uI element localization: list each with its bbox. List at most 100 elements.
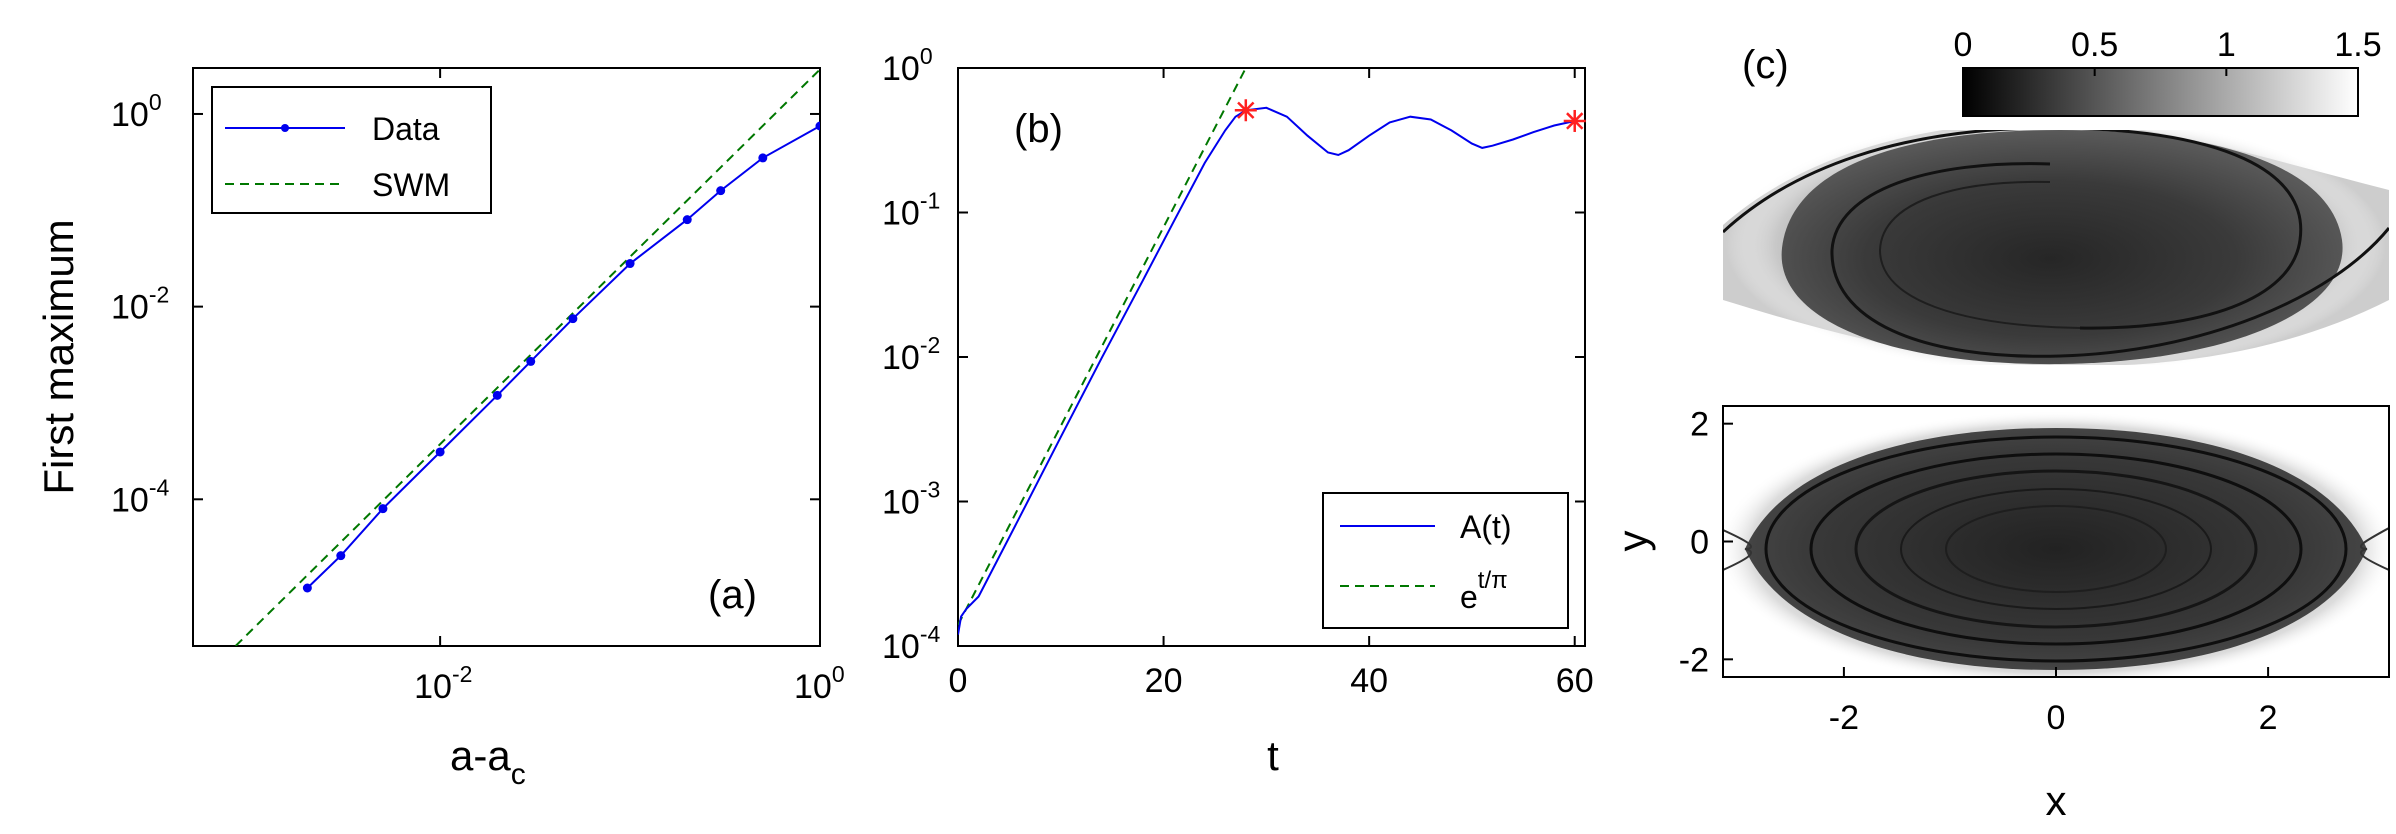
panel-b-ytick-exp: -4 xyxy=(920,621,941,647)
panel-a-data-point xyxy=(682,215,692,225)
panel-b-max-marker xyxy=(1563,109,1586,132)
panel-c-ytick-label: -2 xyxy=(1679,641,1709,679)
panel-a-data-point xyxy=(526,356,536,366)
panel-c-ytick-label: 0 xyxy=(1690,524,1709,562)
panel-c-bottom-ring-4 xyxy=(1900,488,2212,610)
panel-b-max-marker xyxy=(1234,99,1257,122)
panel-a-ytick-exp: -2 xyxy=(149,282,169,308)
panel-c: (c) 0 0.5 1 1.5 -2 0 2 2 0 -2 xyxy=(1609,26,2390,824)
panel-a-series-data-line xyxy=(306,125,820,589)
panel-c-bottom-vortex-core xyxy=(1745,428,2367,670)
panel-a-data-point xyxy=(758,153,768,163)
colorbar-tick-label: 0.5 xyxy=(2071,26,2118,64)
panel-c-bottom-ring-5 xyxy=(1945,505,2167,593)
panel-a-ytick-base: 10 xyxy=(111,481,149,519)
panel-a-legend-data-label: Data xyxy=(372,111,440,147)
panel-c-label: (c) xyxy=(1742,43,1789,87)
colorbar xyxy=(1962,67,2359,117)
panel-a-ytick-base: 10 xyxy=(111,289,149,327)
panel-b-xtick-label: 20 xyxy=(1145,662,1183,700)
colorbar-tick-label: 1 xyxy=(2217,26,2236,64)
panel-c-bottom-ring-3 xyxy=(1854,469,2258,629)
panel-a-ylabel: First maximum xyxy=(35,219,82,494)
panel-a-legend-box xyxy=(211,86,492,214)
panel-b-legend-exp-label: et/π xyxy=(1460,567,1508,615)
colorbar-ticks: 0 0.5 1 1.5 xyxy=(1954,26,2382,76)
panel-b-legend-exp-sup: t/π xyxy=(1478,567,1508,594)
panel-a-data-point xyxy=(568,314,578,324)
panel-b-ytick-base: 10 xyxy=(882,484,920,522)
panel-b-ytick-label: 10-2 xyxy=(882,332,940,377)
panel-b-max-marker-stroke xyxy=(1566,112,1584,130)
panel-a-ytick-exp: -4 xyxy=(149,474,170,500)
panel-a-xtick-exp: 0 xyxy=(832,661,845,687)
panel-b-ytick-exp: -1 xyxy=(920,188,940,214)
panel-c-top-spiral-arm-3 xyxy=(1878,180,2081,329)
panel-b-maximum-markers xyxy=(1234,99,1586,132)
panel-b-ytick-exp: -3 xyxy=(920,477,940,503)
panel-b-ytick-label: 10-3 xyxy=(882,477,940,522)
panel-b-legend: A(t) et/π xyxy=(1322,492,1569,629)
panel-c-bottom-ring-1 xyxy=(1764,435,2348,663)
panel-a-legend-data-marker xyxy=(281,124,289,132)
panel-a-xtick-base: 10 xyxy=(414,668,452,706)
panel-b-ytick-label: 10-4 xyxy=(882,621,940,666)
panel-b-series-exp-line xyxy=(958,68,1247,626)
panel-b-ytick-base: 10 xyxy=(882,628,920,666)
panel-c-top-spiral-arm-2 xyxy=(1830,162,2389,358)
panel-c-ylabel: y xyxy=(1609,531,1656,552)
panel-c-bottom-filament-right xyxy=(2360,527,2389,571)
panel-b-ytick-exp: 0 xyxy=(920,43,933,69)
panel-a-legend-swm-label: SWM xyxy=(372,167,450,203)
panel-b-ytick-label: 100 xyxy=(882,43,933,88)
panel-a-data-point xyxy=(815,121,820,131)
panel-a-data-point xyxy=(378,504,388,514)
panel-a-series-swm-line xyxy=(234,68,820,646)
panel-a-xtick-exp: -2 xyxy=(452,661,472,687)
panel-a-data-point xyxy=(492,390,502,400)
panel-c-xtick-label: 0 xyxy=(2047,699,2066,737)
panel-a-data-point xyxy=(336,551,346,561)
panel-b-legend-exp-base: e xyxy=(1460,579,1478,615)
panel-a-label: (a) xyxy=(708,573,757,617)
panel-a-ytick-label: 100 xyxy=(111,89,162,134)
panel-b-ytick-exp: -2 xyxy=(920,332,940,358)
panel-a-xlabel: a-ac xyxy=(450,732,526,791)
panel-a-data-point xyxy=(435,447,445,457)
panel-a-xlabel-sub: c xyxy=(511,758,526,791)
panel-a-xtick-label: 10-2 xyxy=(414,661,472,706)
panel-c-ticks: -2 0 2 2 0 -2 xyxy=(1679,406,2278,737)
panel-a-ytick-label: 10-4 xyxy=(111,474,169,519)
panel-b-ytick-base: 10 xyxy=(882,50,920,88)
panel-c-top-spiral-arm-1 xyxy=(1723,130,2303,330)
panel-b-xtick-label: 40 xyxy=(1350,662,1388,700)
panel-b-ytick-label: 10-1 xyxy=(882,188,940,233)
panel-b-xtick-label: 60 xyxy=(1556,662,1594,700)
panel-c-ytick-label: 2 xyxy=(1690,406,1709,444)
panel-b-ytick-base: 10 xyxy=(882,195,920,233)
panel-b-max-marker-stroke xyxy=(1237,101,1255,119)
panel-a-ytick-base: 10 xyxy=(111,96,149,134)
colorbar-tick-label: 0 xyxy=(1954,26,1973,64)
panel-a-ytick-exp: 0 xyxy=(149,89,162,115)
panel-b-xlabel: t xyxy=(1267,732,1279,779)
panel-a-ytick-label: 10-2 xyxy=(111,282,169,327)
panel-a-xlabel-main: a-a xyxy=(450,732,511,779)
panel-c-top-heatmap xyxy=(1723,130,2389,365)
panel-c-bottom-filament-left xyxy=(1723,529,1752,571)
panel-c-xlabel: x xyxy=(2046,777,2067,824)
panel-a-xtick-label: 100 xyxy=(794,661,845,706)
panel-c-bottom-ring-2 xyxy=(1809,452,2303,646)
panel-b-label: (b) xyxy=(1014,107,1063,151)
panel-c-bottom-heatmap xyxy=(1723,406,2389,677)
panel-a-xtick-base: 10 xyxy=(794,668,832,706)
panel-c-xtick-label: -2 xyxy=(1829,699,1859,737)
panel-b-legend-box xyxy=(1322,492,1569,629)
panel-a-axes-box xyxy=(192,67,821,647)
panel-b-xtick-label: 0 xyxy=(949,662,968,700)
panel-b-ytick-base: 10 xyxy=(882,339,920,377)
